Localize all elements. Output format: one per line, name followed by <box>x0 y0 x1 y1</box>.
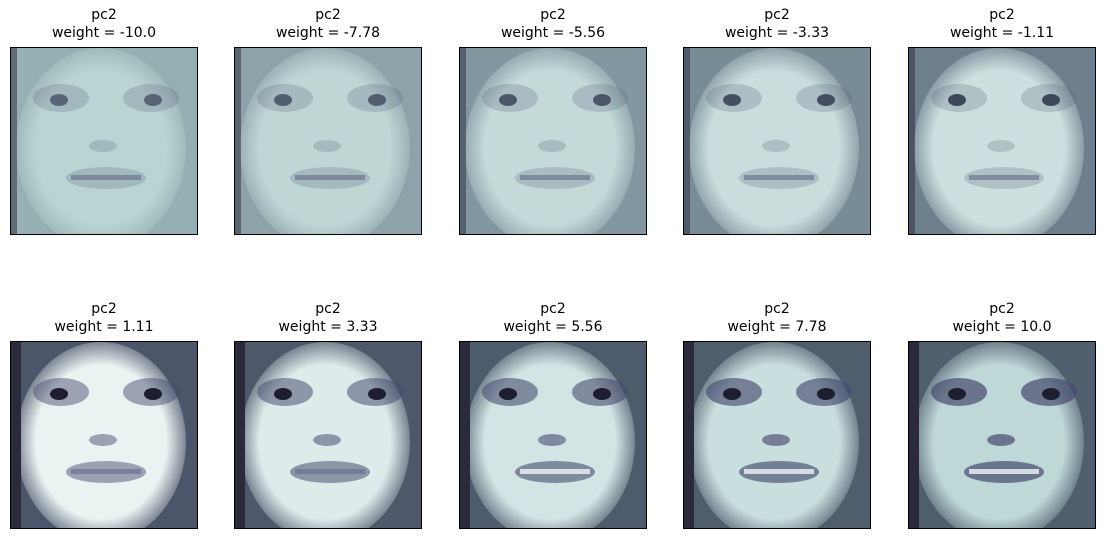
panel-weight-label: weight = -7.78 <box>275 25 381 41</box>
panel-title: pc2 weight = -7.78 <box>214 6 442 42</box>
face-image <box>10 47 198 235</box>
face-image <box>10 341 198 529</box>
panel-weight-label: weight = 1.11 <box>54 319 154 335</box>
face-image <box>908 47 1096 235</box>
panel-title-line: pc2 <box>540 7 566 23</box>
panel-title: pc2 weight = 1.11 <box>0 300 218 336</box>
panel-title-line: pc2 <box>315 301 341 317</box>
panel-title-line: pc2 <box>315 7 341 23</box>
panel-title: pc2 weight = -3.33 <box>663 6 891 42</box>
panel-title: pc2 weight = 3.33 <box>214 300 442 336</box>
panel-weight-label: weight = -5.56 <box>500 25 606 41</box>
panel-title: pc2 weight = 7.78 <box>663 300 891 336</box>
panel-weight-label: weight = 7.78 <box>727 319 827 335</box>
panel-weight-label: weight = -3.33 <box>724 25 830 41</box>
face-image <box>459 341 647 529</box>
panel-weight-label: weight = 10.0 <box>952 319 1052 335</box>
panel-title-line: pc2 <box>91 301 117 317</box>
face-image <box>234 47 422 235</box>
panel-title-line: pc2 <box>989 7 1015 23</box>
panel-weight-label: weight = 3.33 <box>278 319 378 335</box>
panel-title-line: pc2 <box>764 301 790 317</box>
panel-weight-label: weight = -10.0 <box>51 25 157 41</box>
panel-title-line: pc2 <box>540 301 566 317</box>
panel-title-line: pc2 <box>764 7 790 23</box>
panel-title: pc2 weight = -1.11 <box>888 6 1105 42</box>
panel-title: pc2 weight = 10.0 <box>888 300 1105 336</box>
panel-title: pc2 weight = -10.0 <box>0 6 218 42</box>
face-image <box>683 341 871 529</box>
panel-weight-label: weight = -1.11 <box>949 25 1055 41</box>
panel-weight-label: weight = 5.56 <box>503 319 603 335</box>
panel-title-line: pc2 <box>989 301 1015 317</box>
face-image <box>459 47 647 235</box>
face-image <box>908 341 1096 529</box>
panel-title: pc2 weight = -5.56 <box>439 6 667 42</box>
panel-title-line: pc2 <box>91 7 117 23</box>
face-image <box>234 341 422 529</box>
face-image <box>683 47 871 235</box>
panel-title: pc2 weight = 5.56 <box>439 300 667 336</box>
